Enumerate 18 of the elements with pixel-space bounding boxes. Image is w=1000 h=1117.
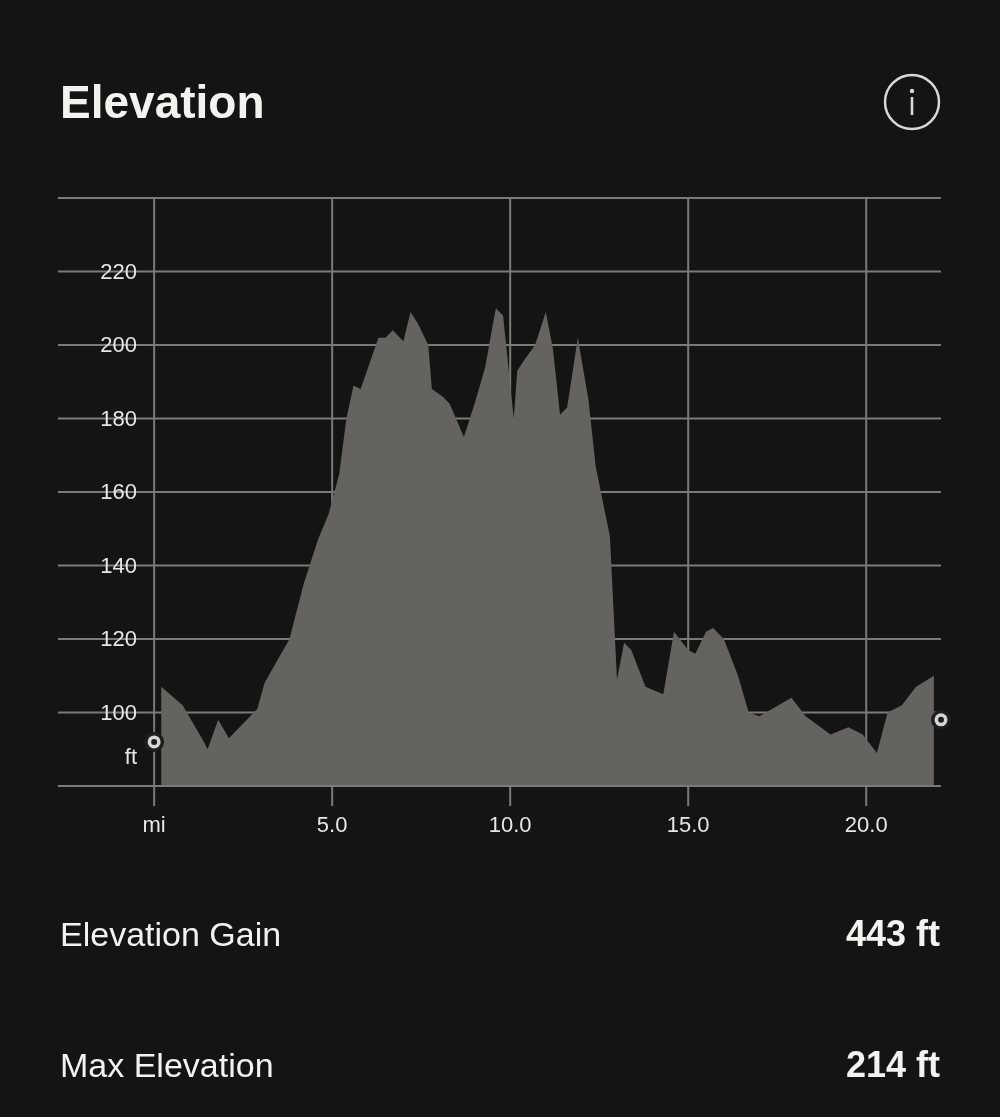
y-tick-label: 160 — [99, 479, 137, 505]
x-tick-label: 15.0 — [666, 812, 710, 837]
text: Elevation Gain — [60, 914, 282, 955]
x-tick-label: 20.0 — [844, 812, 888, 837]
x-tick-label: 10.0 — [488, 812, 532, 837]
chart-title: Elevation — [60, 75, 265, 130]
y-tick-label: 200 — [99, 332, 137, 358]
y-tick-label: 180 — [99, 405, 137, 432]
y-tick-label: 100 — [99, 699, 137, 726]
x-tick-label: 5.0 — [316, 812, 348, 837]
y-tick-label: 220 — [99, 258, 137, 285]
y-axis-title: ft — [123, 744, 137, 770]
text: 214 ft — [845, 1043, 940, 1087]
y-tick-label: 120 — [99, 626, 137, 652]
x-tick-label: mi — [142, 812, 166, 837]
y-tick-label: 140 — [99, 552, 137, 579]
text: 443 ft — [845, 912, 940, 956]
text: Max Elevation — [60, 1045, 274, 1086]
